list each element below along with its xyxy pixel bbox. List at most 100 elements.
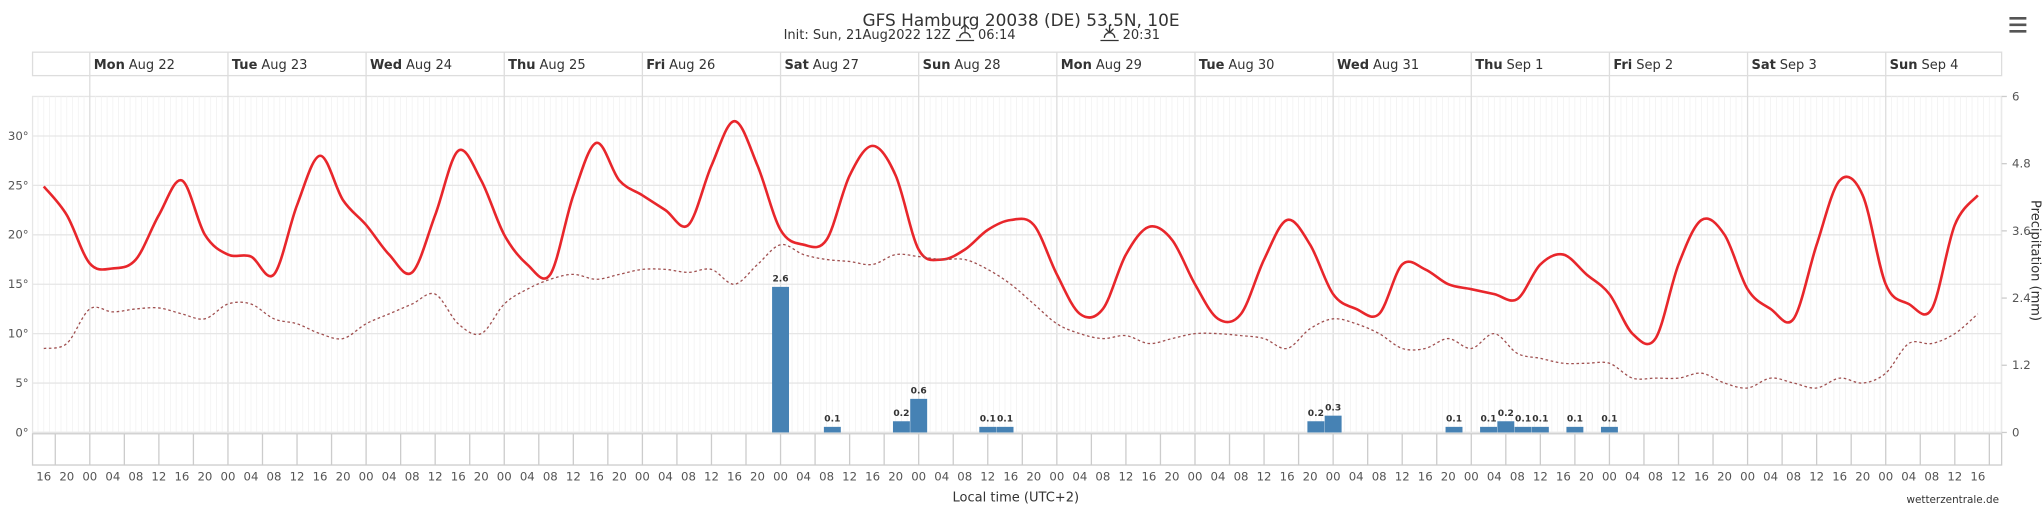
weekday: Sat bbox=[1751, 58, 1775, 73]
x-tick-label: 20 bbox=[1026, 470, 1041, 484]
x-tick-label: 04 bbox=[796, 470, 811, 484]
x-tick-label: 16 bbox=[1003, 470, 1018, 484]
x-tick-label: 00 bbox=[1878, 470, 1893, 484]
x-tick-label: 00 bbox=[1740, 470, 1755, 484]
date: Aug 31 bbox=[1373, 58, 1419, 73]
precip-bar bbox=[910, 398, 928, 433]
day-label: Fri Sep 2 bbox=[1613, 58, 1673, 73]
precip-label: 0.1 bbox=[1515, 415, 1531, 425]
date: Sep 3 bbox=[1780, 58, 1817, 73]
x-tick-label: 08 bbox=[819, 470, 834, 484]
weekday: Mon bbox=[94, 58, 125, 73]
day-label: Mon Aug 22 bbox=[94, 58, 175, 73]
x-tick-label: 16 bbox=[1280, 470, 1295, 484]
x-tick-label: 20 bbox=[1441, 470, 1456, 484]
x-tick-label: 12 bbox=[1947, 470, 1962, 484]
precip-label: 0.1 bbox=[1601, 415, 1617, 425]
menu-icon[interactable] bbox=[2009, 17, 2027, 33]
x-tick-label: 00 bbox=[1464, 470, 1479, 484]
x-tick-label: 08 bbox=[681, 470, 696, 484]
day-label: Tue Aug 23 bbox=[232, 58, 308, 73]
precip-label: 0.1 bbox=[1446, 415, 1462, 425]
date: Aug 27 bbox=[813, 58, 859, 73]
x-tick-label: 12 bbox=[980, 470, 995, 484]
day-label: Sun Sep 4 bbox=[1890, 58, 1959, 73]
precip-label: 0.1 bbox=[980, 415, 996, 425]
precip-label: 0.1 bbox=[1567, 415, 1583, 425]
x-tick-label: 20 bbox=[1855, 470, 1870, 484]
date: Aug 24 bbox=[406, 58, 452, 73]
x-tick-label: 00 bbox=[1049, 470, 1064, 484]
x-tick-label: 00 bbox=[359, 470, 374, 484]
precip-bar bbox=[823, 426, 841, 433]
y-tick-label: 30° bbox=[8, 129, 29, 143]
weekday: Wed bbox=[370, 58, 402, 73]
x-tick-label: 20 bbox=[59, 470, 74, 484]
sunrise: 06:14 bbox=[978, 28, 1016, 43]
x-tick-label: 12 bbox=[290, 470, 305, 484]
precip-bar bbox=[1497, 421, 1515, 433]
weekday: Thu bbox=[508, 58, 535, 73]
weekday: Tue bbox=[1199, 58, 1225, 73]
x-tick-label: 20 bbox=[612, 470, 627, 484]
x-tick-label: 00 bbox=[635, 470, 650, 484]
x-tick-label: 12 bbox=[1671, 470, 1686, 484]
x-tick-label: 08 bbox=[1786, 470, 1801, 484]
x-tick-label: 04 bbox=[1072, 470, 1087, 484]
x-tick-label: 12 bbox=[1257, 470, 1272, 484]
x-tick-label: 20 bbox=[750, 470, 765, 484]
precip-bar bbox=[1531, 426, 1549, 433]
dewpoint-line bbox=[43, 243, 1979, 389]
weekday: Sun bbox=[923, 58, 951, 73]
x-tick-label: 04 bbox=[1487, 470, 1502, 484]
weekday: Mon bbox=[1061, 58, 1092, 73]
precip-label: 0.2 bbox=[1308, 409, 1324, 419]
y2-axis-title: Precipitation (mm) bbox=[2028, 200, 2042, 321]
x-tick-label: 00 bbox=[220, 470, 235, 484]
day-label: Wed Aug 31 bbox=[1337, 58, 1419, 73]
y2-tick-label: 2.4 bbox=[2012, 291, 2031, 305]
x-tick-label: 00 bbox=[1326, 470, 1341, 484]
weekday: Fri bbox=[646, 58, 665, 73]
day-label: Thu Sep 1 bbox=[1475, 58, 1543, 73]
wind-row bbox=[31, 433, 2003, 466]
x-tick-label: 08 bbox=[128, 470, 143, 484]
x-tick-label: 20 bbox=[888, 470, 903, 484]
date: Aug 22 bbox=[129, 58, 175, 73]
x-tick-label: 20 bbox=[1579, 470, 1594, 484]
day-label: Sat Sep 3 bbox=[1751, 58, 1816, 73]
x-tick-label: 04 bbox=[1901, 470, 1916, 484]
weekday: Fri bbox=[1613, 58, 1632, 73]
x-tick-label: 04 bbox=[934, 470, 949, 484]
x-tick-label: 12 bbox=[428, 470, 443, 484]
y2-tick-label: 4.8 bbox=[2012, 157, 2031, 171]
x-tick-label: 16 bbox=[727, 470, 742, 484]
x-tick-label: 08 bbox=[1510, 470, 1525, 484]
x-tick-label: 08 bbox=[1372, 470, 1387, 484]
x-tick-label: 08 bbox=[1924, 470, 1939, 484]
date: Aug 23 bbox=[261, 58, 307, 73]
sunrise-icon bbox=[955, 23, 975, 42]
precip-bar bbox=[1480, 426, 1498, 433]
day-label: Fri Aug 26 bbox=[646, 58, 715, 73]
credit: wetterzentrale.de bbox=[1906, 494, 1999, 506]
sunset: 20:31 bbox=[1123, 28, 1161, 43]
precip-bar bbox=[1324, 415, 1342, 433]
day-label: Sat Aug 27 bbox=[784, 58, 858, 73]
y-tick-label: 15° bbox=[8, 277, 29, 291]
x-tick-label: 08 bbox=[1095, 470, 1110, 484]
precip-label: 0.3 bbox=[1325, 403, 1341, 413]
date: Aug 29 bbox=[1096, 58, 1142, 73]
x-tick-label: 16 bbox=[1694, 470, 1709, 484]
x-tick-label: 16 bbox=[1418, 470, 1433, 484]
init: Init: Sun, 21Aug2022 12Z bbox=[784, 28, 951, 43]
precip-label: 0.1 bbox=[1480, 415, 1496, 425]
precip-bar bbox=[996, 426, 1014, 433]
x-tick-label: 08 bbox=[543, 470, 558, 484]
precip-bar bbox=[979, 426, 997, 433]
x-tick-label: 12 bbox=[1533, 470, 1548, 484]
x-tick-label: 04 bbox=[1211, 470, 1226, 484]
x-tick-label: 16 bbox=[451, 470, 466, 484]
